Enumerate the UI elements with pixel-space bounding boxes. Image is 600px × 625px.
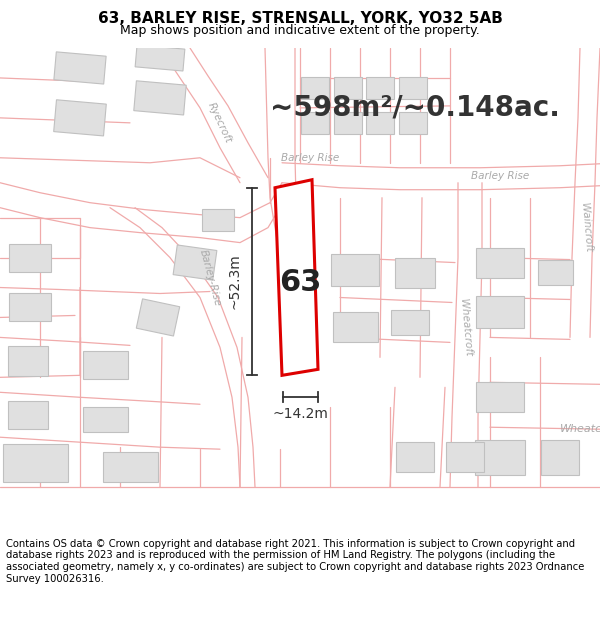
Bar [8,346,48,376]
Bar [399,77,427,99]
Text: ~14.2m: ~14.2m [272,408,328,421]
Text: Contains OS data © Crown copyright and database right 2021. This information is : Contains OS data © Crown copyright and d… [6,539,584,584]
Bar [399,112,427,134]
Bar [475,440,525,474]
Bar [366,77,394,99]
Bar [202,209,234,231]
Bar [83,351,128,379]
Bar [366,112,394,134]
Polygon shape [275,180,318,376]
Bar [476,248,524,278]
Bar [301,112,329,134]
Bar [83,407,128,432]
Text: ~52.3m: ~52.3m [228,254,242,309]
Text: 63: 63 [279,268,321,297]
Bar [135,45,185,71]
Text: Barley-Rise: Barley-Rise [197,248,223,307]
Bar [2,444,67,482]
Bar [136,299,180,336]
Text: ~598m²/~0.148ac.: ~598m²/~0.148ac. [270,94,560,122]
Text: Wheatcroft: Wheatcroft [458,298,473,357]
Bar [395,258,435,288]
Bar [54,52,106,84]
Text: Map shows position and indicative extent of the property.: Map shows position and indicative extent… [120,24,480,38]
Bar [331,254,379,286]
Bar [332,312,377,342]
Bar [8,401,48,429]
Bar [134,81,186,115]
Bar [476,296,524,328]
Bar [541,440,579,474]
Text: Barley Rise: Barley Rise [471,171,529,181]
Bar [334,77,362,99]
Bar [9,294,51,321]
Text: Wheatcroft: Wheatcroft [560,424,600,434]
Bar [391,310,429,335]
Bar [334,112,362,134]
Bar [446,442,484,472]
Bar [538,260,572,285]
Bar [301,77,329,99]
Bar [476,382,524,412]
Bar [9,244,51,271]
Text: Ryecroft: Ryecroft [206,101,234,145]
Bar [396,442,434,472]
Bar [103,452,157,482]
Text: Waincroft: Waincroft [579,202,593,252]
Text: Barley Rise: Barley Rise [281,152,339,162]
Bar [54,100,106,136]
Bar [173,245,217,280]
Text: 63, BARLEY RISE, STRENSALL, YORK, YO32 5AB: 63, BARLEY RISE, STRENSALL, YORK, YO32 5… [98,11,502,26]
